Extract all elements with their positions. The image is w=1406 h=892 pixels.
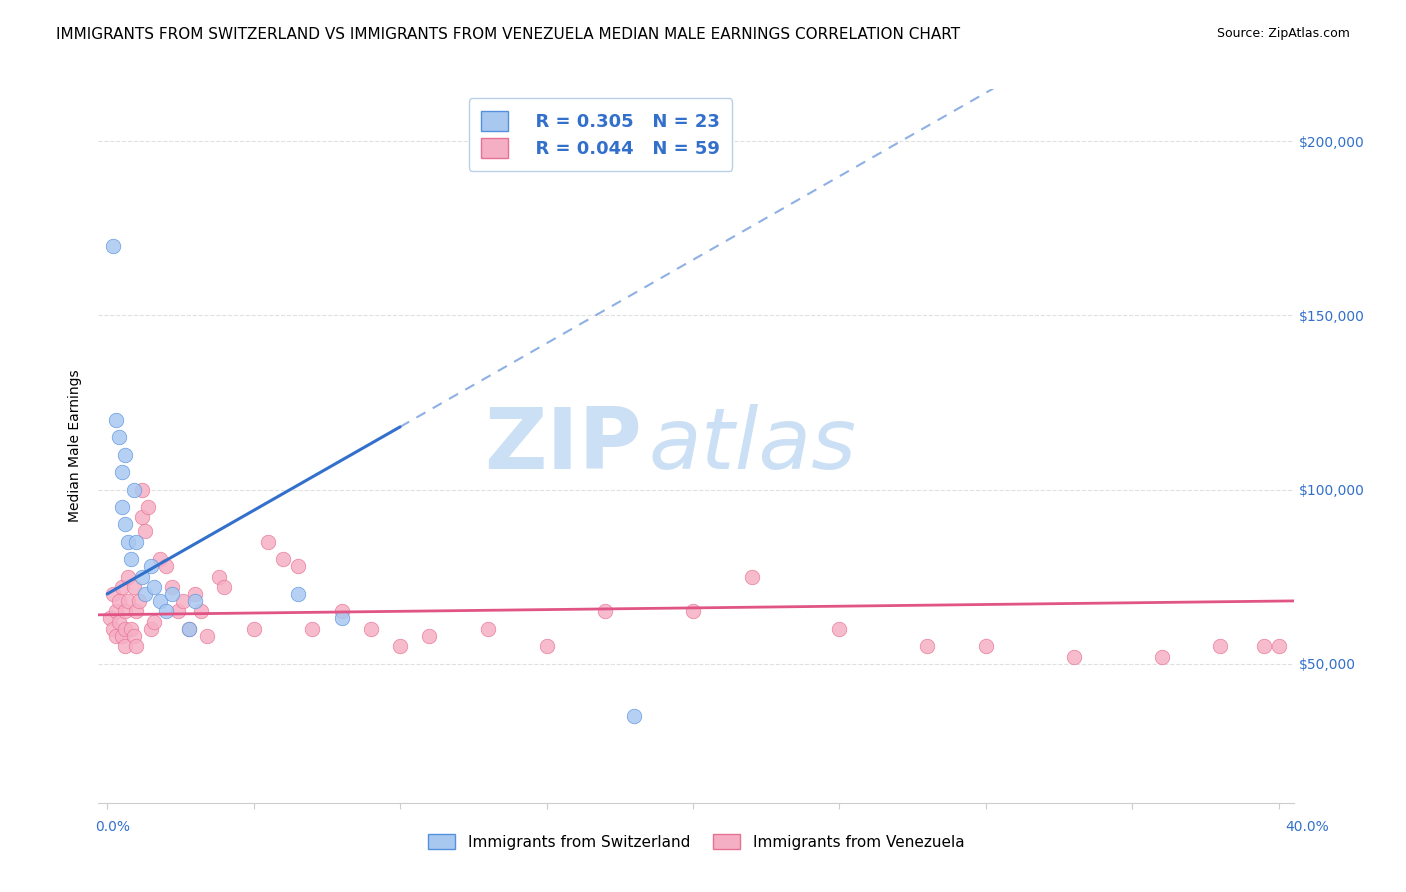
Point — [101, 587, 124, 601]
Point — [108, 615, 131, 629]
Point — [623, 708, 645, 723]
Point — [117, 594, 139, 608]
Point — [111, 500, 134, 514]
Point — [593, 604, 616, 618]
Point — [195, 629, 218, 643]
Point — [122, 580, 145, 594]
Point — [122, 629, 145, 643]
Point — [125, 604, 148, 618]
Point — [330, 604, 353, 618]
Point — [117, 534, 139, 549]
Point — [111, 580, 134, 594]
Point — [179, 622, 201, 636]
Point — [143, 580, 166, 594]
Point — [172, 594, 194, 608]
Point — [1253, 639, 1275, 653]
Point — [131, 483, 153, 497]
Point — [131, 510, 153, 524]
Point — [108, 594, 131, 608]
Point — [242, 622, 264, 636]
Point — [134, 587, 156, 601]
Point — [122, 483, 145, 497]
Point — [120, 622, 142, 636]
Point — [114, 604, 136, 618]
Point — [160, 580, 183, 594]
Point — [1209, 639, 1232, 653]
Point — [108, 430, 131, 444]
Text: IMMIGRANTS FROM SWITZERLAND VS IMMIGRANTS FROM VENEZUELA MEDIAN MALE EARNINGS CO: IMMIGRANTS FROM SWITZERLAND VS IMMIGRANT… — [56, 27, 960, 42]
Point — [117, 569, 139, 583]
Point — [184, 594, 207, 608]
Point — [149, 552, 172, 566]
Point — [917, 639, 939, 653]
Point — [136, 500, 159, 514]
Point — [974, 639, 997, 653]
Point — [143, 615, 166, 629]
Point — [301, 622, 323, 636]
Point — [287, 587, 309, 601]
Point — [114, 639, 136, 653]
Point — [160, 587, 183, 601]
Point — [184, 587, 207, 601]
Text: ZIP: ZIP — [485, 404, 643, 488]
Point — [105, 629, 127, 643]
Point — [105, 413, 127, 427]
Point — [105, 604, 127, 618]
Point — [141, 622, 163, 636]
Point — [114, 448, 136, 462]
Text: Source: ZipAtlas.com: Source: ZipAtlas.com — [1216, 27, 1350, 40]
Point — [114, 517, 136, 532]
Text: 40.0%: 40.0% — [1285, 821, 1329, 834]
Point — [214, 580, 236, 594]
Point — [536, 639, 558, 653]
Point — [155, 604, 177, 618]
Point — [1063, 649, 1085, 664]
Point — [360, 622, 382, 636]
Point — [1268, 639, 1291, 653]
Y-axis label: Median Male Earnings: Median Male Earnings — [69, 369, 83, 523]
Point — [125, 534, 148, 549]
Point — [120, 552, 142, 566]
Point — [98, 611, 121, 625]
Point — [418, 629, 440, 643]
Point — [828, 622, 851, 636]
Point — [166, 604, 188, 618]
Point — [125, 639, 148, 653]
Point — [741, 569, 763, 583]
Text: 0.0%: 0.0% — [96, 821, 131, 834]
Point — [111, 465, 134, 479]
Point — [190, 604, 212, 618]
Point — [114, 622, 136, 636]
Point — [134, 524, 156, 539]
Point — [111, 629, 134, 643]
Point — [128, 594, 150, 608]
Point — [682, 604, 704, 618]
Point — [179, 622, 201, 636]
Point — [330, 611, 353, 625]
Text: atlas: atlas — [648, 404, 856, 488]
Point — [389, 639, 412, 653]
Point — [287, 559, 309, 574]
Point — [141, 559, 163, 574]
Point — [101, 622, 124, 636]
Point — [131, 569, 153, 583]
Point — [257, 534, 280, 549]
Point — [207, 569, 229, 583]
Point — [477, 622, 499, 636]
Legend: Immigrants from Switzerland, Immigrants from Venezuela: Immigrants from Switzerland, Immigrants … — [422, 828, 970, 855]
Point — [271, 552, 294, 566]
Point — [155, 559, 177, 574]
Point — [149, 594, 172, 608]
Point — [1150, 649, 1173, 664]
Point — [101, 239, 124, 253]
